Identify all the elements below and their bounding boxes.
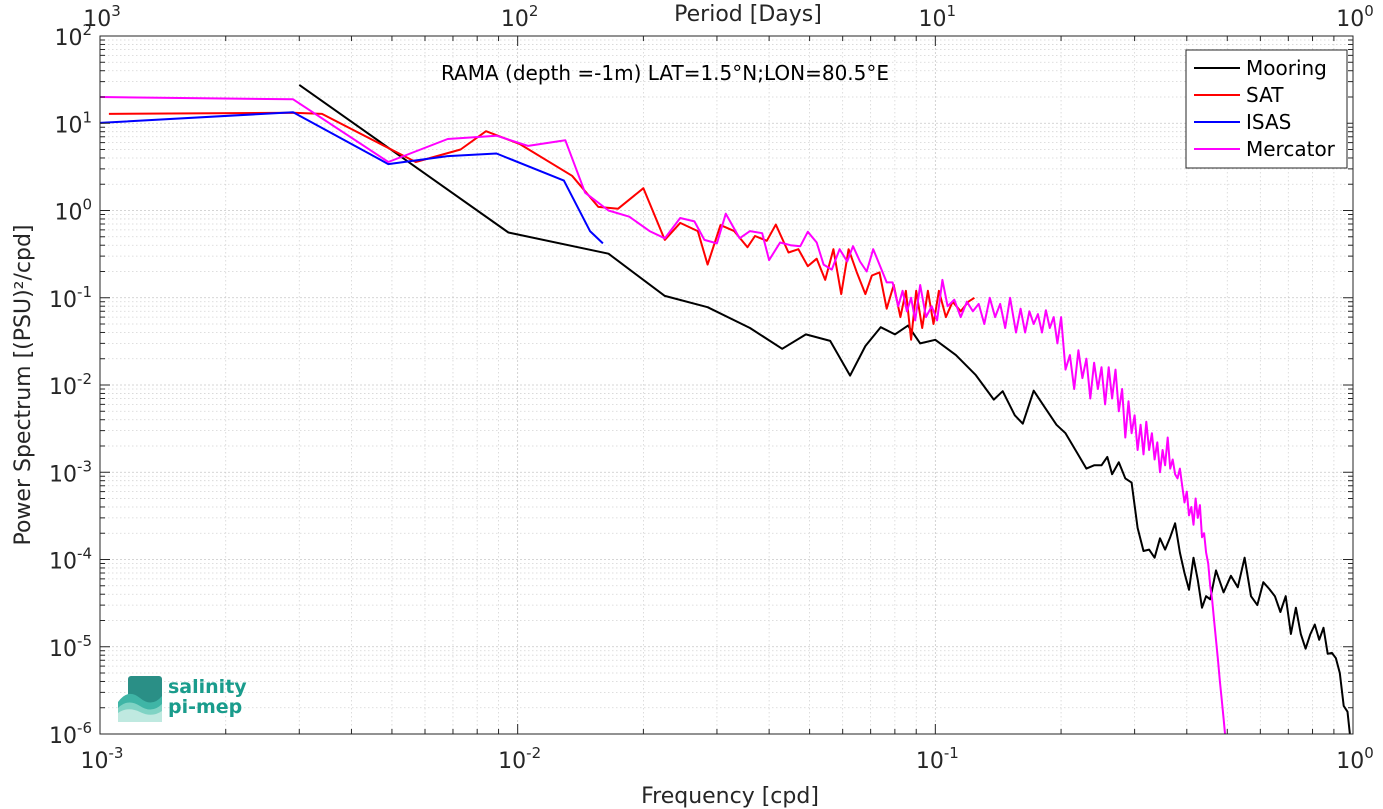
chart-annotation: RAMA (depth =-1m) LAT=1.5°N;LON=80.5°E (441, 61, 889, 85)
salinity-pi-mep-logo: salinity pi-mep (118, 676, 247, 722)
series-line-mooring (298, 84, 1351, 734)
y-tick-label: 102 (54, 21, 92, 51)
y-tick-label: 101 (54, 108, 92, 138)
logo-text-salinity: salinity (168, 676, 247, 698)
top-tick-label: 101 (919, 2, 957, 32)
top-tick-label: 103 (83, 2, 121, 32)
salinity-waves-logo-icon (118, 676, 162, 722)
y-tick-label: 10-2 (49, 370, 92, 400)
legend-label-isas: ISAS (1246, 110, 1291, 134)
y-tick-label: 100 (54, 196, 92, 226)
x-tick-label: 10-2 (498, 744, 541, 774)
series-line-isas (100, 111, 604, 245)
legend-label-sat: SAT (1246, 83, 1284, 107)
top-tick-labels: 103 102 101 100 (83, 2, 1374, 32)
top-tick-label: 102 (501, 2, 539, 32)
x-tick-label: 10-1 (916, 744, 959, 774)
series-line-sat (108, 111, 975, 341)
y-tick-label: 10-1 (49, 283, 92, 313)
logo-text-pi-mep: pi-mep (168, 696, 242, 718)
x-tick-labels: 10-3 10-2 10-1 100 (81, 744, 1374, 774)
series-layer (100, 84, 1351, 734)
y-tick-label: 10-6 (49, 719, 92, 749)
top-tick-label: 100 (1336, 2, 1374, 32)
x-axis-label: Frequency [cpd] (641, 784, 819, 809)
y-tick-label: 10-3 (49, 457, 92, 487)
y-axis-label: Power Spectrum [(PSU)²/cpd] (11, 224, 36, 545)
legend-label-mercator: Mercator (1246, 137, 1336, 161)
series-line-mercator (100, 96, 1227, 734)
y-tick-label: 10-5 (49, 632, 92, 662)
x-tick-label: 100 (1336, 744, 1374, 774)
y-tick-labels: 102 101 100 10-1 10-2 10-3 10-4 10-5 10-6 (49, 21, 92, 749)
legend: Mooring SAT ISAS Mercator (1185, 49, 1348, 169)
tick-marks (99, 35, 1354, 735)
legend-label-mooring: Mooring (1246, 56, 1327, 80)
minor-grid (100, 36, 1353, 734)
y-tick-label: 10-4 (49, 545, 92, 575)
x-tick-label: 10-3 (81, 744, 124, 774)
top-axis-label: Period [Days] (674, 2, 822, 27)
